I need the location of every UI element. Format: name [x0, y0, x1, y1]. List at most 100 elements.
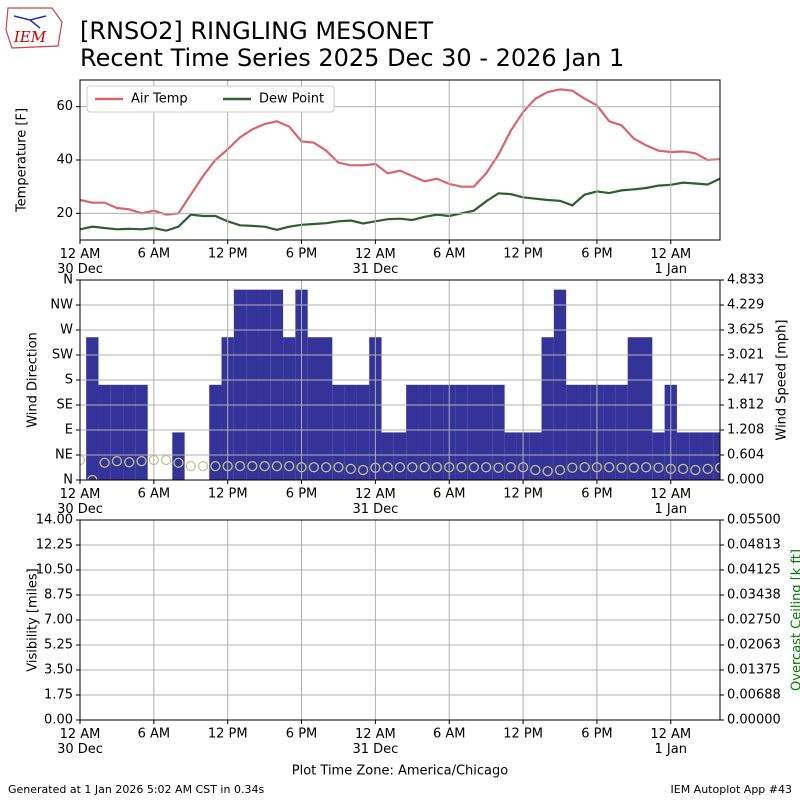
- y2-tick-label: 0.05500: [727, 513, 781, 528]
- x-tick-label: 6 AM: [433, 727, 466, 742]
- scatter-point: [481, 462, 492, 473]
- scatter-point: [567, 462, 578, 473]
- bar: [381, 432, 394, 480]
- y2-tick-label: 0.02063: [727, 637, 781, 652]
- scatter-point: [247, 460, 258, 472]
- bar: [283, 337, 296, 480]
- bar: [553, 289, 567, 480]
- bar: [258, 289, 271, 480]
- bar: [566, 384, 579, 480]
- bar: [578, 384, 591, 480]
- bar: [455, 384, 468, 480]
- bar: [713, 432, 720, 480]
- scatter-point: [628, 462, 639, 473]
- scatter-point: [653, 462, 664, 473]
- y-tick-label: 5.25: [44, 638, 73, 653]
- bar: [406, 384, 419, 480]
- x-tick-label: 12 AM 30 Dec: [57, 727, 103, 757]
- x-tick-label: 12 PM: [503, 487, 543, 502]
- x-tick-label: 6 PM: [581, 247, 612, 262]
- scatter-point: [87, 474, 98, 480]
- bar: [480, 384, 493, 480]
- y-tick-label: 3.50: [44, 663, 73, 678]
- scatter-point: [173, 457, 184, 468]
- bar: [529, 432, 542, 480]
- y-tick-label: E: [65, 423, 73, 438]
- subtitle: Recent Time Series 2025 Dec 30 - 2026 Ja…: [80, 44, 624, 72]
- y-tick-label: 7.00: [44, 613, 73, 628]
- scatter-point: [210, 460, 221, 472]
- bar: [86, 337, 99, 480]
- scatter-point: [431, 462, 443, 473]
- scatter-point: [530, 464, 541, 476]
- x-tick-label: 12 AM 30 Dec: [57, 247, 103, 277]
- footer-right: IEM Autoplot App #43: [671, 783, 793, 796]
- x-tick-label: 6 PM: [581, 487, 612, 502]
- bar: [603, 384, 616, 480]
- x-tick-label: 6 PM: [581, 727, 612, 742]
- y-tick-label: N: [63, 273, 73, 288]
- bar: [640, 337, 653, 480]
- y-tick-label: SW: [52, 348, 73, 363]
- x-tick-label: 12 AM 30 Dec: [57, 487, 103, 517]
- scatter-point: [284, 460, 295, 472]
- scatter-point: [382, 462, 393, 473]
- axes-frame: [79, 519, 721, 721]
- plot-area: [80, 88, 720, 232]
- axes-frame: [79, 79, 721, 241]
- scatter-point: [124, 457, 135, 468]
- scatter-point: [542, 465, 553, 477]
- y-tick-label: N: [63, 473, 73, 488]
- scatter-point: [456, 462, 467, 473]
- scatter-point: [357, 464, 369, 476]
- x-tick-label: 12 AM 31 Dec: [352, 487, 398, 517]
- scatter-point: [714, 462, 720, 473]
- bar: [344, 384, 357, 480]
- scatter-point: [677, 463, 689, 475]
- legend-label: Air Temp: [131, 92, 188, 107]
- y2-tick-label: 3.021: [727, 347, 764, 362]
- line-series: [80, 177, 720, 232]
- bar: [332, 384, 345, 480]
- scatter-point: [505, 462, 516, 473]
- y2-axis-label: Overcast Ceiling [k ft]: [790, 549, 800, 691]
- scatter-point: [493, 462, 504, 473]
- scatter-point: [333, 462, 344, 473]
- scatter-point: [407, 462, 418, 473]
- bar: [627, 337, 640, 480]
- x-tick-label: 12 AM 31 Dec: [352, 727, 398, 757]
- scatter-point: [641, 462, 652, 473]
- x-tick-label: 12 PM: [208, 487, 248, 502]
- scatter-point: [579, 462, 590, 473]
- scatter-point: [702, 463, 713, 475]
- scatter-point: [468, 462, 479, 473]
- scatter-point: [99, 457, 110, 468]
- y2-tick-label: 1.812: [727, 398, 764, 413]
- x-tick-label: 12 AM 1 Jan: [650, 727, 691, 757]
- bar: [123, 384, 136, 480]
- bar: [307, 337, 320, 480]
- y2-tick-label: 3.625: [727, 322, 764, 337]
- y2-tick-label: 0.01375: [727, 663, 781, 678]
- axes-frame: [79, 279, 721, 481]
- scatter-point: [616, 462, 627, 473]
- x-tick-label: 6 AM: [433, 247, 466, 262]
- y-tick-label: 14.00: [36, 513, 73, 528]
- y-tick-label: S: [65, 373, 73, 388]
- x-axis-label: Plot Time Zone: America/Chicago: [292, 764, 508, 779]
- scatter-point: [80, 454, 86, 466]
- y2-axis-label: Wind Speed [mph]: [775, 320, 790, 441]
- y-tick-label: 60: [56, 99, 73, 114]
- bar: [320, 337, 333, 480]
- bar: [467, 384, 480, 480]
- bar: [246, 289, 259, 480]
- scatter-point: [234, 460, 246, 472]
- bar: [430, 384, 444, 480]
- bar: [356, 384, 370, 480]
- bar: [504, 432, 517, 480]
- x-tick-label: 6 PM: [286, 487, 317, 502]
- x-tick-label: 12 PM: [208, 247, 248, 262]
- bar: [615, 384, 628, 480]
- scatter-point: [185, 460, 196, 472]
